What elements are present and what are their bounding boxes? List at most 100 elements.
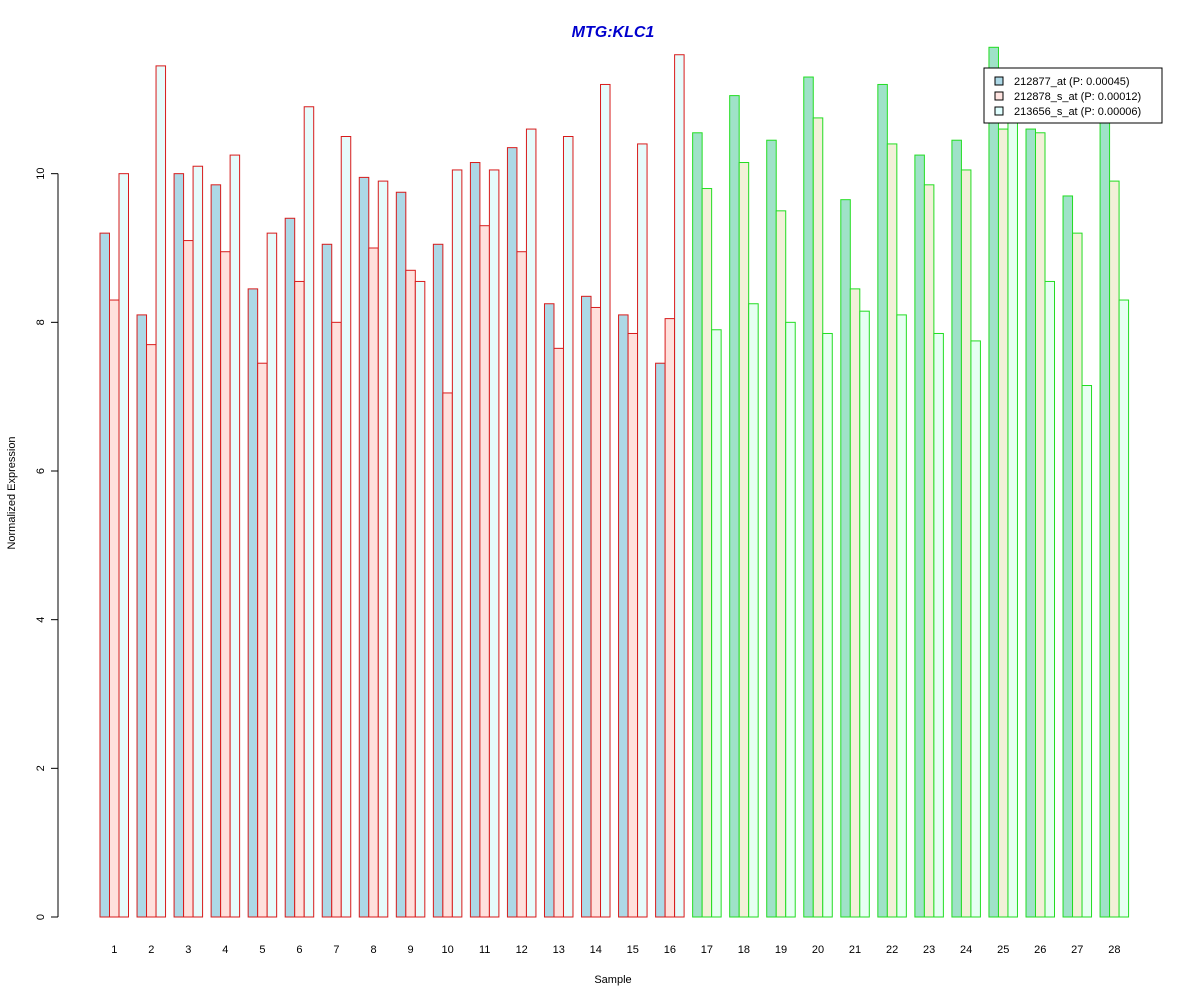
x-axis-tick-labels: 1 2 3 4 5 6 7 8 9 10 11 12 13 14 15 16 17 18 19 20 21 22 23 24 2…	[111, 944, 1120, 956]
y-tick-label: 0	[35, 914, 47, 920]
bar-sample-6-series-2	[294, 280, 305, 918]
bar-sample-12-series-1	[506, 147, 518, 918]
bar-sample-11-series-2	[479, 225, 490, 918]
bar-sample-22-series-2	[886, 143, 898, 918]
bar-sample-22-series-1	[877, 83, 888, 918]
bar-sample-12-series-2	[516, 251, 527, 918]
bar-sample-28-series-2	[1109, 180, 1120, 918]
bar-sample-20-series-2	[812, 117, 824, 918]
y-tick-label: 8	[35, 319, 47, 325]
bar-sample-19-series-1	[766, 139, 777, 918]
x-tick-label: 8	[370, 944, 376, 956]
bar-sample-25-series-3	[1007, 113, 1018, 918]
bars	[99, 46, 1130, 918]
legend-swatch-3	[994, 106, 1004, 116]
y-tick-label: 6	[35, 468, 47, 474]
x-tick-label: 12	[516, 944, 528, 956]
legend-box	[983, 67, 1163, 124]
bar-sample-10-series-2	[442, 392, 453, 918]
bar-sample-13-series-3	[562, 136, 574, 918]
bar-sample-16-series-3	[674, 54, 685, 918]
bar-sample-13-series-2	[553, 347, 564, 918]
legend-label-3: 213656_s_at (P: 0.00006)	[1014, 106, 1141, 118]
legend-swatch-1	[994, 76, 1004, 86]
bar-sample-5-series-1	[247, 288, 259, 918]
x-tick-label: 9	[408, 944, 414, 956]
x-tick-label: 23	[923, 944, 935, 956]
bar-sample-6-series-3	[303, 106, 315, 918]
x-tick-label: 25	[997, 944, 1009, 956]
bar-sample-17-series-2	[701, 188, 713, 918]
bar-sample-10-series-1	[432, 243, 444, 918]
bar-sample-16-series-1	[655, 362, 666, 918]
bar-sample-11-series-1	[469, 162, 481, 918]
y-axis-label: Normalized Expression	[6, 436, 18, 549]
bar-sample-10-series-3	[451, 169, 463, 918]
bar-sample-27-series-3	[1081, 385, 1093, 918]
bar-sample-13-series-1	[543, 303, 555, 918]
bar-sample-18-series-2	[738, 162, 750, 918]
legend-swatch-2	[994, 91, 1004, 101]
bar-sample-18-series-1	[729, 95, 740, 918]
x-tick-label: 22	[886, 944, 898, 956]
bar-sample-21-series-1	[840, 199, 851, 918]
x-tick-label: 11	[479, 944, 490, 956]
bar-sample-23-series-2	[923, 184, 935, 918]
y-tick-label: 4	[35, 617, 47, 623]
legend-label-2: 212878_s_at (P: 0.00012)	[1014, 91, 1141, 103]
bar-sample-3-series-1	[173, 173, 185, 918]
bar-sample-8-series-1	[358, 176, 370, 918]
x-axis-label: Sample	[594, 974, 631, 986]
bar-sample-28-series-1	[1099, 109, 1111, 918]
bar-sample-1-series-2	[109, 299, 120, 918]
bar-sample-22-series-3	[896, 314, 907, 918]
bar-sample-14-series-1	[581, 295, 592, 918]
legend-label-1: 212877_at (P: 0.00045)	[1014, 76, 1130, 88]
bar-sample-4-series-1	[210, 184, 222, 918]
bar-sample-1-series-3	[118, 173, 129, 918]
x-tick-label: 3	[185, 944, 191, 956]
bar-sample-11-series-3	[488, 169, 500, 918]
bar-sample-19-series-3	[785, 321, 796, 918]
x-tick-label: 7	[333, 944, 339, 956]
bar-sample-24-series-2	[960, 169, 972, 918]
bar-sample-16-series-2	[664, 318, 676, 918]
bar-sample-26-series-3	[1044, 280, 1055, 918]
chart-title: MTG:KLC1	[572, 24, 655, 41]
bar-sample-24-series-3	[970, 340, 981, 918]
bar-sample-17-series-1	[692, 132, 703, 918]
bar-sample-27-series-2	[1072, 232, 1083, 918]
bar-sample-20-series-3	[822, 332, 833, 918]
x-tick-label: 10	[441, 944, 453, 956]
bar-sample-9-series-2	[405, 269, 416, 918]
bar-sample-28-series-3	[1118, 299, 1130, 918]
bar-sample-6-series-1	[284, 217, 296, 918]
x-tick-label: 2	[148, 944, 154, 956]
bar-sample-2-series-2	[146, 344, 157, 918]
bar-sample-15-series-2	[627, 332, 639, 918]
x-tick-label: 16	[664, 944, 676, 956]
bar-sample-7-series-1	[321, 243, 333, 918]
x-tick-label: 15	[627, 944, 639, 956]
bar-sample-7-series-2	[331, 321, 342, 918]
bar-sample-17-series-3	[711, 329, 722, 918]
bar-sample-21-series-3	[859, 310, 870, 918]
bar-sample-4-series-3	[229, 154, 241, 918]
y-tick-label: 2	[35, 765, 47, 771]
x-tick-label: 19	[775, 944, 787, 956]
bar-sample-9-series-3	[414, 280, 426, 918]
x-tick-label: 26	[1034, 944, 1046, 956]
bar-sample-21-series-2	[849, 288, 861, 918]
bar-sample-19-series-2	[775, 210, 787, 918]
x-tick-label: 28	[1108, 944, 1120, 956]
bar-sample-2-series-1	[136, 314, 148, 918]
bar-sample-9-series-1	[395, 191, 407, 918]
bar-sample-27-series-1	[1062, 195, 1074, 918]
x-tick-label: 5	[259, 944, 265, 956]
bar-sample-1-series-1	[99, 232, 110, 918]
bar-sample-14-series-2	[590, 306, 602, 918]
bar-sample-23-series-3	[933, 332, 944, 918]
bar-sample-3-series-2	[183, 240, 194, 918]
bar-sample-2-series-3	[155, 65, 167, 918]
